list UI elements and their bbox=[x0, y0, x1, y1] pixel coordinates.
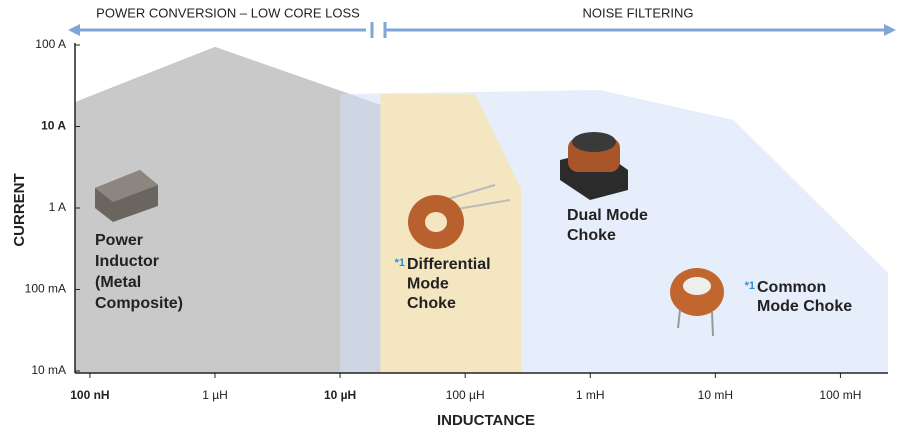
region-label: Power bbox=[95, 232, 143, 249]
region-label: Dual Mode bbox=[567, 207, 648, 224]
region-label: Choke bbox=[407, 295, 456, 312]
region-label: Common bbox=[757, 279, 826, 296]
x-axis-title: INDUCTANCE bbox=[437, 412, 535, 429]
x-tick-label: 100 mH bbox=[819, 388, 861, 402]
x-tick-label: 10 mH bbox=[698, 388, 733, 402]
chart: POWER CONVERSION – LOW CORE LOSS NOISE F… bbox=[0, 0, 898, 432]
x-tick-label: 1 µH bbox=[202, 388, 228, 402]
band-arrows bbox=[68, 22, 896, 38]
region-label: Mode Choke bbox=[757, 298, 852, 315]
regions bbox=[75, 47, 888, 373]
footnote-marker: *1 bbox=[395, 257, 405, 269]
y-tick-label: 10 A bbox=[41, 119, 66, 133]
region-label: Choke bbox=[567, 227, 616, 244]
region-label: (Metal bbox=[95, 274, 141, 291]
band-label: NOISE FILTERING bbox=[583, 5, 694, 20]
band-label: POWER CONVERSION – LOW CORE LOSS bbox=[96, 5, 360, 20]
y-tick-label: 100 mA bbox=[25, 282, 66, 296]
y-tick-label: 10 mA bbox=[31, 363, 66, 377]
region-label: Differential bbox=[407, 256, 491, 273]
x-tick-label: 100 nH bbox=[70, 388, 109, 402]
x-tick-label: 100 µH bbox=[446, 388, 485, 402]
y-axis-title: CURRENT bbox=[11, 173, 28, 246]
region-label: Composite) bbox=[95, 295, 183, 312]
footnote-marker: *1 bbox=[745, 280, 755, 292]
y-tick-label: 1 A bbox=[49, 200, 66, 214]
region-label: Inductor bbox=[95, 253, 159, 270]
x-tick-label: 10 µH bbox=[324, 388, 356, 402]
region-label: Mode bbox=[407, 276, 449, 293]
x-tick-label: 1 mH bbox=[576, 388, 605, 402]
y-tick-label: 100 A bbox=[35, 37, 66, 51]
